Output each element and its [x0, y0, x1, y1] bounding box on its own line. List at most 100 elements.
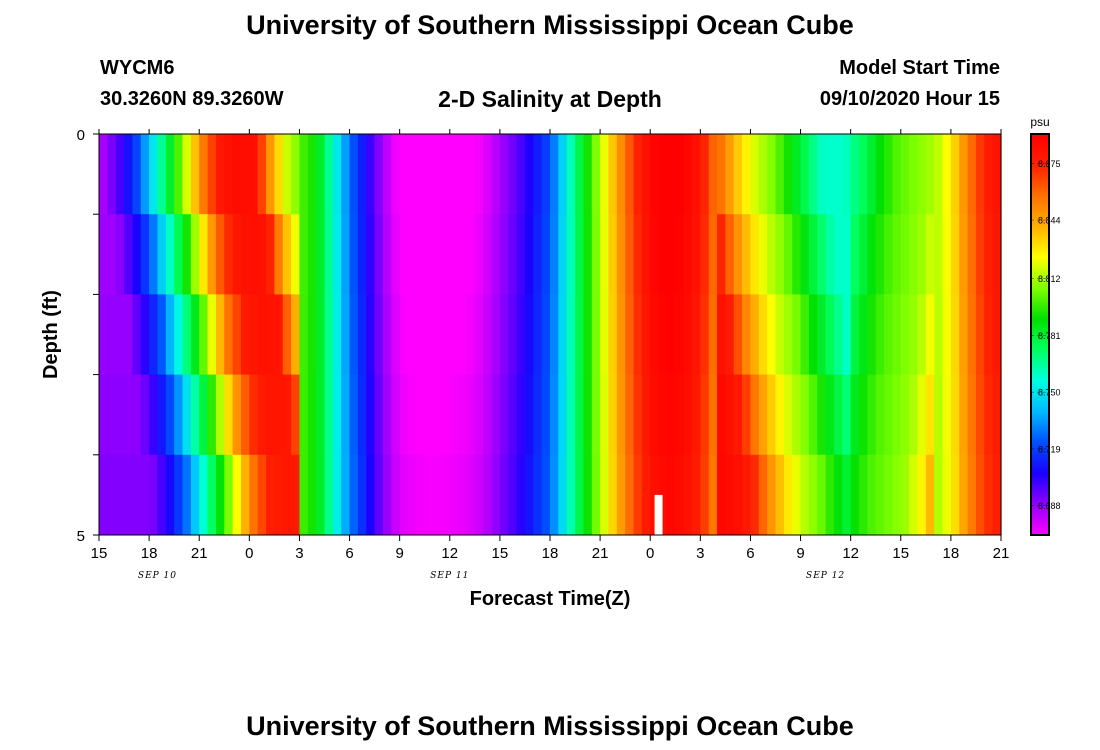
heatmap-cell	[291, 134, 301, 215]
current-time-marker	[654, 494, 663, 535]
heatmap-cell	[733, 294, 743, 375]
heatmap-cell	[683, 214, 693, 295]
heatmap-cell	[625, 374, 635, 456]
heatmap-cell	[516, 294, 526, 375]
x-tick-label: 9	[395, 545, 403, 562]
heatmap-cell	[374, 294, 384, 375]
heatmap-cell	[783, 134, 793, 215]
heatmap-cell	[182, 134, 192, 215]
x-tick-label: 12	[842, 545, 859, 562]
heatmap-cell	[341, 454, 351, 536]
heatmap-cell	[182, 454, 192, 536]
heatmap-cell	[107, 454, 117, 536]
heatmap-cell	[424, 454, 434, 536]
heatmap-cell	[291, 374, 301, 456]
heatmap-cell	[215, 294, 225, 375]
heatmap-cell	[466, 294, 476, 375]
heatmap-cell	[132, 214, 142, 295]
heatmap-cell	[859, 134, 868, 215]
heatmap-cell	[717, 134, 726, 215]
heatmap-cell	[583, 294, 593, 375]
heatmap-cell	[608, 214, 618, 295]
heatmap-cell	[541, 454, 551, 536]
heatmap-cell	[257, 134, 267, 215]
heatmap-cell	[240, 454, 250, 536]
heatmap-cell	[725, 454, 735, 536]
heatmap-cell	[232, 454, 242, 536]
heatmap-cell	[975, 294, 985, 375]
heatmap-cell	[892, 294, 902, 375]
heatmap-cell	[274, 374, 284, 456]
heatmap-cell	[508, 214, 518, 295]
heatmap-cell	[324, 214, 334, 295]
heatmap-cell	[825, 294, 835, 375]
heatmap-cell	[808, 134, 818, 215]
heatmap-cell	[691, 294, 701, 375]
heatmap-cell	[524, 134, 534, 215]
heatmap-cell	[616, 454, 626, 536]
heatmap-cell	[884, 134, 894, 215]
heatmap-cell	[165, 214, 175, 295]
heatmap-cell	[733, 214, 743, 295]
heatmap-cell	[533, 294, 543, 375]
heatmap-cell	[124, 454, 134, 536]
heatmap-cell	[349, 454, 359, 536]
heatmap-cell	[107, 374, 117, 456]
heatmap-cell	[424, 134, 434, 215]
heatmap-cell	[199, 374, 209, 456]
heatmap-cell	[533, 454, 543, 536]
heatmap-cell	[767, 134, 777, 215]
heatmap-cell	[750, 134, 760, 215]
heatmap-cell	[232, 294, 242, 375]
heatmap-cell	[466, 454, 476, 536]
heatmap-cell	[817, 374, 827, 456]
heatmap-cell	[215, 374, 225, 456]
heatmap-cell	[466, 134, 476, 215]
heatmap-cell	[491, 374, 501, 456]
heatmap-cell	[357, 214, 367, 295]
heatmap-cell	[115, 374, 125, 456]
heatmap-cell	[99, 454, 108, 536]
heatmap-cell	[675, 134, 685, 215]
heatmap-cell	[224, 214, 234, 295]
heatmap-cell	[859, 214, 868, 295]
heatmap-cell	[332, 134, 342, 215]
heatmap-cell	[900, 214, 910, 295]
heatmap-cell	[583, 454, 593, 536]
heatmap-cell	[658, 374, 668, 456]
heatmap-cell	[975, 214, 985, 295]
heatmap-cell	[516, 134, 526, 215]
heatmap-cell	[934, 294, 944, 375]
heatmap-cell	[491, 214, 501, 295]
x-tick-label: 15	[492, 545, 509, 562]
heatmap-cell	[174, 294, 184, 375]
heatmap-cell	[909, 214, 919, 295]
model-start-label: Model Start Time	[839, 57, 1000, 79]
heatmap-cell	[917, 134, 927, 215]
heatmap-cell	[700, 454, 710, 536]
heatmap-cell	[541, 294, 551, 375]
heatmap-cell	[625, 454, 635, 536]
heatmap-cell	[717, 294, 726, 375]
heatmap-cell	[132, 134, 142, 215]
heatmap-cell	[650, 374, 660, 456]
heatmap-cell	[959, 454, 969, 536]
x-tick-label: 0	[646, 545, 654, 562]
heatmap-cell	[408, 294, 417, 375]
heatmap-cell	[842, 214, 852, 295]
heatmap-cell	[558, 214, 568, 295]
heatmap-cell	[391, 294, 401, 375]
heatmap-cell	[742, 294, 752, 375]
heatmap-cell	[307, 294, 317, 375]
heatmap-cell	[900, 454, 910, 536]
heatmap-cell	[708, 134, 718, 215]
heatmap-cell	[683, 374, 693, 456]
heatmap-cell	[140, 374, 150, 456]
heatmap-cell	[625, 214, 635, 295]
heatmap-cell	[683, 454, 693, 536]
heatmap-cell	[625, 294, 635, 375]
heatmap-cell	[675, 214, 685, 295]
heatmap-cell	[483, 134, 493, 215]
colorbar-tick-label: 8.844	[1038, 216, 1061, 226]
heatmap-cell	[767, 454, 777, 536]
